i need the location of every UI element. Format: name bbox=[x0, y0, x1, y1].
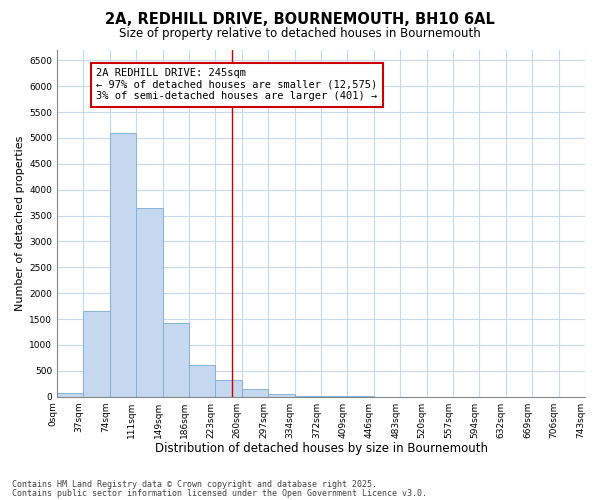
Text: 2A, REDHILL DRIVE, BOURNEMOUTH, BH10 6AL: 2A, REDHILL DRIVE, BOURNEMOUTH, BH10 6AL bbox=[105, 12, 495, 28]
X-axis label: Distribution of detached houses by size in Bournemouth: Distribution of detached houses by size … bbox=[155, 442, 488, 455]
Bar bbox=[83, 311, 110, 396]
Bar bbox=[57, 394, 83, 396]
Bar bbox=[110, 133, 136, 396]
Bar bbox=[163, 322, 189, 396]
Text: 2A REDHILL DRIVE: 245sqm
← 97% of detached houses are smaller (12,575)
3% of sem: 2A REDHILL DRIVE: 245sqm ← 97% of detach… bbox=[96, 68, 377, 102]
Bar bbox=[215, 380, 242, 396]
Y-axis label: Number of detached properties: Number of detached properties bbox=[15, 136, 25, 311]
Bar bbox=[136, 208, 163, 396]
Bar bbox=[242, 389, 268, 396]
Bar bbox=[189, 364, 215, 396]
Text: Contains public sector information licensed under the Open Government Licence v3: Contains public sector information licen… bbox=[12, 488, 427, 498]
Bar bbox=[268, 394, 295, 396]
Text: Contains HM Land Registry data © Crown copyright and database right 2025.: Contains HM Land Registry data © Crown c… bbox=[12, 480, 377, 489]
Text: Size of property relative to detached houses in Bournemouth: Size of property relative to detached ho… bbox=[119, 28, 481, 40]
